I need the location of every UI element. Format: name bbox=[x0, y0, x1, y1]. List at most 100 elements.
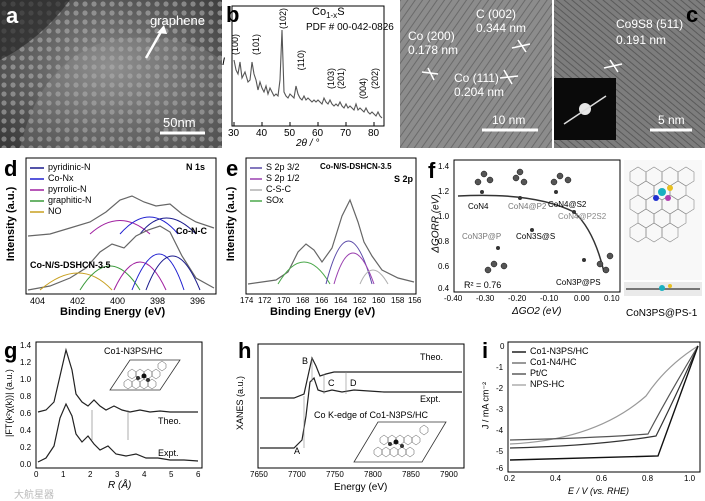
lsv-xtick-0.4: 0.4 bbox=[550, 474, 562, 483]
panel-d: d pyridinic-N Co-Nx pyrrolic-N graphitic… bbox=[0, 152, 222, 320]
dft-ytick-1.0: 1.0 bbox=[438, 212, 450, 221]
panel-a-label: a bbox=[6, 3, 19, 28]
xrd-xtick-80: 80 bbox=[368, 128, 380, 139]
exafs-xtick-4: 4 bbox=[142, 470, 147, 479]
exafs-trace-top: Theo. bbox=[158, 416, 182, 426]
n1s-trace-top: Co-N-C bbox=[176, 226, 207, 236]
dft-ytick-1.2: 1.2 bbox=[438, 187, 450, 196]
panel-a-scalebar-label: 50nm bbox=[163, 115, 196, 130]
panel-h: h Theo. Expt. Co K-edge of Co1-N3PS/HC A… bbox=[234, 336, 470, 501]
exafs-xtick-5: 5 bbox=[169, 470, 174, 479]
panel-f-label: f bbox=[428, 158, 436, 183]
xrd-xlabel: 2θ / ° bbox=[296, 138, 320, 148]
panel-e-label: e bbox=[226, 156, 239, 181]
exafs-xtick-0: 0 bbox=[34, 470, 39, 479]
exafs-ytick-0.6: 0.6 bbox=[20, 409, 32, 418]
xanes-edge-label: Co K-edge of Co1-N3PS/HC bbox=[314, 410, 429, 420]
lsv-xtick-0.6: 0.6 bbox=[596, 474, 608, 483]
n1s-xtick-400: 400 bbox=[110, 296, 126, 306]
dft-ytick-0.4: 0.4 bbox=[438, 284, 450, 293]
exafs-ytick-1.0: 1.0 bbox=[20, 375, 32, 384]
xrd-peak-201: (201) bbox=[336, 68, 346, 90]
xrd-title-end: S bbox=[337, 6, 345, 18]
xrd-peak-102: (102) bbox=[278, 8, 288, 30]
xanes-xtick-7750: 7750 bbox=[326, 470, 344, 479]
dft-label-con4: CoN4 bbox=[468, 202, 489, 211]
xrd-xtick-40: 40 bbox=[256, 128, 268, 139]
exafs-xlabel: R (Å) bbox=[108, 480, 132, 491]
s2p-xtick-160: 160 bbox=[372, 296, 386, 305]
exafs-ytick-0.0: 0.0 bbox=[20, 460, 32, 469]
n1s-chart bbox=[25, 157, 217, 295]
panel-d-label: d bbox=[4, 156, 18, 181]
graphene-annotation: graphene bbox=[150, 13, 205, 28]
s2p-xlabel: Binding Energy (eV) bbox=[270, 306, 376, 318]
lsv-xtick-1.0: 1.0 bbox=[684, 474, 696, 483]
xanes-feature-b: B bbox=[302, 356, 309, 366]
xanes-trace-bottom: Expt. bbox=[420, 394, 441, 404]
panel-g-label: g bbox=[4, 338, 18, 363]
dft-label-con4s2: CoN4@S2 bbox=[548, 200, 587, 209]
panel-i: i Co1-N3PS/HC Co1-N4/HC Pt/C NPS-HC J / … bbox=[476, 336, 705, 501]
dft-xtick-m040: -0.40 bbox=[444, 294, 463, 303]
xrd-peak-004: (004) bbox=[358, 78, 368, 100]
lsv-legend-co1n4: Co1-N4/HC bbox=[530, 357, 577, 367]
xanes-xtick-7800: 7800 bbox=[364, 470, 382, 479]
lsv-legend-npshc: NPS-HC bbox=[530, 379, 565, 389]
n1s-xlabel: Binding Energy (eV) bbox=[60, 306, 166, 318]
s2p-corner: S 2p bbox=[394, 174, 414, 184]
n1s-legend-pyridinic: pyridinic-N bbox=[48, 162, 91, 172]
s2p-xtick-156: 156 bbox=[408, 296, 422, 305]
co111-dspacing: 0.204 nm bbox=[454, 85, 505, 99]
xrd-title-sub: 1-x bbox=[326, 11, 338, 21]
s2p-xtick-158: 158 bbox=[391, 296, 405, 305]
xrd-peak-110: (110) bbox=[296, 50, 306, 71]
s2p-ylabel: Intensity (a.u.) bbox=[225, 186, 237, 262]
dft-label-con3ss: CoN3S@S bbox=[516, 232, 556, 241]
n1s-trace-bottom: Co-N/S-DSHCN-3.5 bbox=[30, 260, 111, 270]
n1s-xtick-396: 396 bbox=[190, 296, 206, 306]
exafs-xtick-6: 6 bbox=[196, 470, 201, 479]
s2p-xtick-168: 168 bbox=[296, 296, 310, 305]
lsv-ytick-m2: -2 bbox=[496, 384, 504, 393]
s2p-legend-sox: SOx bbox=[266, 195, 284, 205]
panel-g: g Co1-N3PS/HC Theo. Expt. |FT(k²χ(k))| (… bbox=[0, 336, 222, 501]
n1s-ylabel: Intensity (a.u.) bbox=[5, 186, 17, 262]
lsv-chart bbox=[507, 341, 701, 473]
xanes-ylabel: XANES (a.u.) bbox=[235, 375, 245, 431]
s2p-legend-1-2: S 2p 1/2 bbox=[266, 173, 300, 183]
panel-e: e S 2p 3/2 S 2p 1/2 C-S-C SOx Co-N/S-DSH… bbox=[222, 152, 422, 320]
lsv-ytick-m5: -5 bbox=[496, 447, 504, 456]
s2p-xtick-162: 162 bbox=[353, 296, 367, 305]
exafs-ylabel: |FT(k²χ(k))| (a.u.) bbox=[4, 369, 14, 437]
lsv-ytick-0: 0 bbox=[500, 342, 505, 351]
xrd-peak-100: (100) bbox=[230, 34, 240, 56]
panel-a: a graphene 50nm bbox=[0, 0, 222, 148]
dft-r2: R² = 0.76 bbox=[464, 280, 502, 290]
xanes-xlabel: Energy (eV) bbox=[334, 482, 388, 493]
n1s-legend-pyrrolic: pyrrolic-N bbox=[48, 184, 87, 194]
exafs-trace-bottom: Expt. bbox=[158, 448, 179, 458]
xanes-chart bbox=[257, 343, 465, 469]
dft-xtick-m020: -0.20 bbox=[508, 294, 527, 303]
dft-ytick-0.6: 0.6 bbox=[438, 262, 450, 271]
dft-label-con4p2: CoN4@P2 bbox=[508, 202, 547, 211]
lsv-xlabel: E / V (vs. RHE) bbox=[568, 486, 630, 496]
co111-label: Co (111) bbox=[454, 71, 499, 85]
xanes-xtick-7650: 7650 bbox=[250, 470, 268, 479]
co200-label: Co (200) bbox=[408, 29, 455, 43]
xrd-chart bbox=[231, 5, 385, 127]
dft-xtick-m010: -0.10 bbox=[540, 294, 559, 303]
exafs-ytick-0.4: 0.4 bbox=[20, 426, 32, 435]
exafs-xtick-2: 2 bbox=[88, 470, 93, 479]
sem-image bbox=[0, 0, 222, 148]
hrtem-image bbox=[400, 0, 705, 148]
dft-structure-label: CoN3PS@PS-1 bbox=[626, 308, 698, 319]
panel-f: f bbox=[424, 152, 705, 332]
n1s-legend-graphitic: graphitic-N bbox=[48, 195, 92, 205]
n1s-xtick-402: 402 bbox=[70, 296, 86, 306]
xanes-feature-a: A bbox=[294, 446, 301, 456]
n1s-legend-no: NO bbox=[48, 206, 62, 216]
dft-xtick-010: 0.10 bbox=[604, 294, 620, 303]
exafs-chart bbox=[35, 341, 203, 469]
